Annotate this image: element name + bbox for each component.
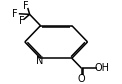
Text: OH: OH xyxy=(95,63,110,73)
Text: F: F xyxy=(23,1,29,11)
Text: F: F xyxy=(12,9,18,19)
Text: O: O xyxy=(78,74,85,84)
Text: F: F xyxy=(19,16,25,26)
Text: N: N xyxy=(36,56,44,66)
